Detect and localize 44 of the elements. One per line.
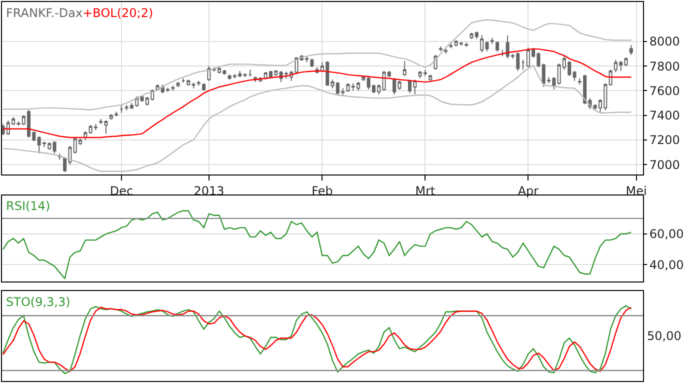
candlestick: [624, 56, 628, 67]
candlestick: [207, 66, 211, 82]
candlestick: [196, 80, 200, 86]
y-tick-label: 7800: [649, 59, 680, 74]
line-series: [2, 19, 632, 110]
candlestick: [629, 44, 633, 56]
candlestick: [176, 82, 180, 88]
candlestick: [496, 40, 500, 52]
chart-title: RSI(14): [6, 199, 50, 213]
candlestick: [428, 74, 432, 82]
y-tick-label: 7200: [649, 133, 680, 148]
y-tick-label: 7400: [649, 108, 680, 123]
candlestick: [402, 60, 406, 76]
candlestick: [521, 59, 525, 70]
candlestick: [186, 79, 190, 86]
line-series: [2, 64, 632, 172]
candlestick: [362, 75, 366, 82]
candlestick: [202, 82, 206, 92]
candlestick: [109, 114, 113, 120]
chart-title: FRANKF.-Dax: [6, 6, 83, 20]
line-series: [2, 48, 632, 138]
y-tick-label: 7000: [649, 158, 680, 172]
candlestick: [171, 85, 175, 92]
y-tick-label: 60,00: [649, 227, 684, 242]
line-series: [2, 210, 632, 280]
candlestick: [490, 37, 494, 44]
candlestick: [114, 111, 118, 118]
candlestick: [444, 48, 448, 54]
candlestick: [181, 78, 185, 84]
y-tick-label: 7600: [649, 84, 680, 98]
candlestick: [243, 72, 247, 78]
candlestick: [438, 46, 442, 52]
candlestick: [120, 104, 124, 114]
candlestick: [572, 70, 576, 82]
y-tick-label: 40,00: [649, 258, 684, 272]
chart-title: STO(9,3,3): [6, 295, 70, 309]
candlestick: [248, 69, 252, 78]
candlestick: [449, 42, 453, 49]
candlestick: [608, 69, 612, 86]
candlestick: [52, 140, 56, 154]
candlestick: [192, 82, 196, 89]
text: +BOL(20;2): [82, 6, 154, 20]
text: 50,00: [647, 329, 682, 343]
y-tick-label: 8000: [649, 34, 680, 49]
